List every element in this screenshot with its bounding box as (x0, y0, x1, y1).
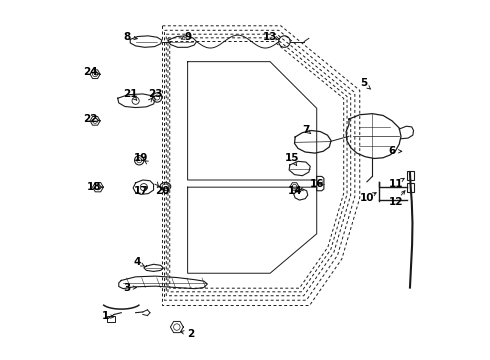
Text: 3: 3 (123, 283, 130, 293)
Text: 20: 20 (155, 186, 170, 196)
Text: 4: 4 (134, 257, 141, 267)
Text: 7: 7 (302, 125, 310, 135)
Text: 16: 16 (310, 179, 324, 189)
Bar (107, 316, 115, 321)
Text: 11: 11 (389, 179, 403, 189)
Text: 24: 24 (83, 67, 98, 77)
Text: 2: 2 (188, 329, 195, 339)
Text: 21: 21 (123, 89, 138, 99)
Text: 15: 15 (284, 153, 299, 163)
Text: 19: 19 (134, 153, 148, 163)
Bar (408, 171, 414, 180)
Text: 9: 9 (184, 32, 191, 41)
Text: 5: 5 (360, 78, 367, 88)
Bar (408, 183, 414, 192)
Text: 14: 14 (288, 186, 302, 196)
Text: 23: 23 (148, 89, 163, 99)
Text: 10: 10 (360, 193, 374, 203)
Text: 22: 22 (84, 114, 98, 124)
Text: 8: 8 (123, 32, 130, 41)
Text: 1: 1 (101, 311, 109, 321)
Text: 17: 17 (134, 186, 148, 196)
Text: 12: 12 (389, 197, 403, 207)
Text: 13: 13 (263, 32, 277, 41)
Text: 18: 18 (87, 182, 101, 192)
Text: 6: 6 (389, 146, 395, 156)
